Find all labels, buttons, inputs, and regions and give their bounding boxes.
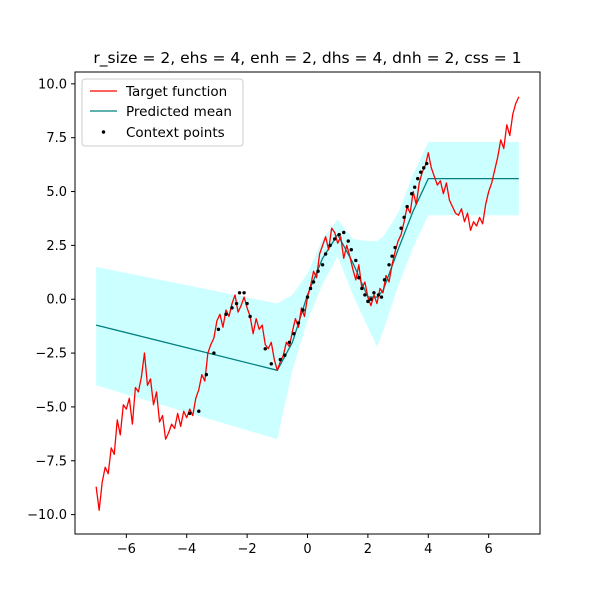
context-point <box>379 295 384 299</box>
context-point <box>376 293 381 297</box>
context-point <box>278 357 283 362</box>
context-point <box>363 293 367 297</box>
context-point <box>349 247 353 252</box>
context-point <box>393 245 397 250</box>
context-point <box>412 185 417 189</box>
context-point <box>323 252 328 256</box>
context-point <box>263 347 267 351</box>
context-point <box>382 278 387 282</box>
y-axis: −10.0 −7.5 −5.0 −2.5 0.0 2.5 5.0 7.5 10.0 <box>27 77 75 523</box>
chart-title: r_size = 2, ehs = 4, enh = 2, dhs = 4, d… <box>93 49 521 68</box>
y-tick-label: −7.5 <box>35 454 67 469</box>
context-point <box>346 239 350 243</box>
context-point <box>360 286 364 291</box>
plot-area <box>95 96 520 511</box>
context-point <box>409 191 414 196</box>
x-tick-label: −6 <box>117 542 136 557</box>
legend-label-predicted-mean: Predicted mean <box>126 104 232 120</box>
context-point <box>301 308 305 312</box>
context-point <box>366 299 370 304</box>
x-tick-label: 4 <box>424 542 432 557</box>
context-point <box>305 295 310 299</box>
y-tick-label: −2.5 <box>35 347 67 362</box>
context-point <box>287 340 292 345</box>
y-tick-label: 7.5 <box>46 131 67 146</box>
context-point <box>354 258 358 263</box>
context-point <box>237 291 242 295</box>
legend: Target function Predicted mean Context p… <box>81 78 244 147</box>
x-tick-label: 6 <box>485 542 493 557</box>
context-point <box>197 409 201 413</box>
y-tick-label: 2.5 <box>46 239 67 254</box>
context-point <box>419 170 423 174</box>
context-point <box>224 312 228 317</box>
context-point <box>242 291 246 295</box>
legend-box <box>81 78 244 147</box>
context-point <box>425 161 429 166</box>
context-point <box>308 286 313 291</box>
context-point <box>269 362 273 366</box>
context-point <box>405 204 409 209</box>
context-point <box>332 237 337 241</box>
context-point <box>212 351 216 355</box>
confidence-band <box>96 142 519 440</box>
context-point <box>204 372 209 377</box>
legend-marker-context-points <box>101 130 106 134</box>
y-tick-label: 5.0 <box>46 185 67 200</box>
y-tick-label: 0.0 <box>46 293 67 308</box>
context-point <box>234 301 239 306</box>
context-point <box>216 327 221 332</box>
x-tick-label: −2 <box>238 542 257 557</box>
context-point <box>283 353 287 357</box>
context-point <box>230 306 234 310</box>
context-point <box>402 215 406 220</box>
y-tick-label: −10.0 <box>27 508 67 523</box>
context-point <box>387 263 391 267</box>
context-point <box>357 275 361 280</box>
context-point <box>188 411 192 416</box>
context-point <box>399 226 403 230</box>
context-point <box>337 232 341 237</box>
y-tick-label: −5.0 <box>35 400 67 415</box>
x-tick-label: 2 <box>364 542 372 557</box>
context-point <box>320 263 325 267</box>
x-tick-label: 0 <box>303 542 311 557</box>
context-point <box>369 297 373 301</box>
context-point <box>342 230 346 235</box>
context-point <box>296 321 301 325</box>
context-point <box>390 254 394 258</box>
context-point <box>316 269 320 273</box>
y-tick-label: 10.0 <box>38 77 67 92</box>
context-point <box>245 301 249 306</box>
legend-label-context-points: Context points <box>126 125 225 141</box>
x-axis: −6 −4 −2 0 2 4 6 <box>117 534 493 557</box>
context-point <box>248 314 252 319</box>
context-point <box>311 280 316 284</box>
context-point <box>372 291 376 295</box>
context-point <box>422 166 426 170</box>
x-tick-label: −4 <box>177 542 196 557</box>
context-point <box>416 176 420 181</box>
legend-label-target-function: Target function <box>125 84 227 100</box>
context-point <box>292 331 296 336</box>
context-point <box>328 243 332 248</box>
